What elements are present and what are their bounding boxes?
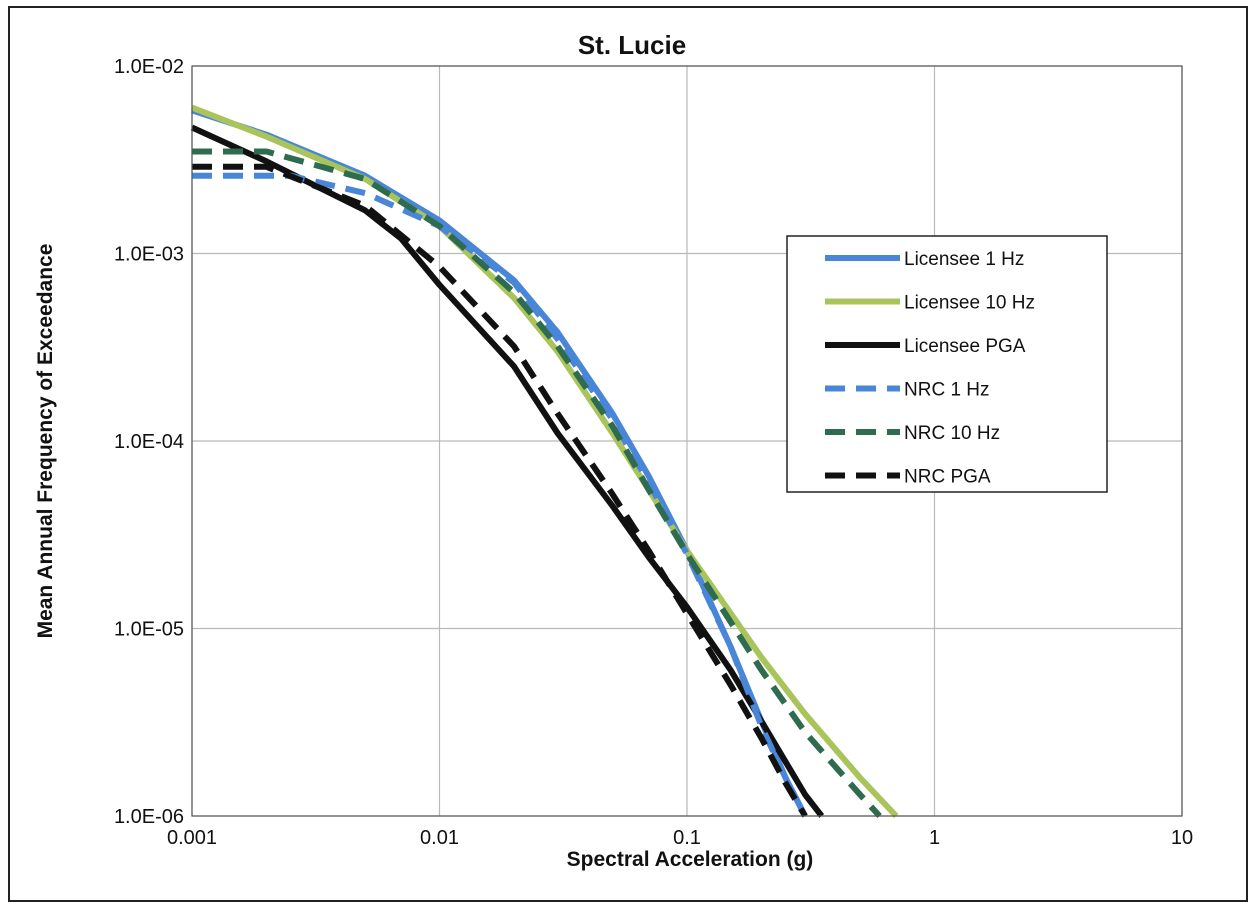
legend-label-3: Licensee PGA: [904, 336, 1026, 357]
legend-label-2: Licensee 10 Hz: [904, 293, 1035, 314]
x-tick-labels: 0.001 0.01 0.1 1 10: [167, 827, 1193, 849]
x-tick-label: 0.001: [167, 827, 217, 849]
legend-label-5: NRC 10 Hz: [904, 423, 1000, 444]
series-line-2: [190, 104, 899, 819]
x-axis-label: Spectral Acceleration (g): [567, 848, 814, 871]
series-layer: [190, 104, 899, 819]
legend: Licensee 1 Hz Licensee 10 Hz Licensee PGA N…: [786, 235, 1108, 493]
series-line-5: [192, 148, 882, 819]
legend-label-4: NRC 1 Hz: [904, 380, 990, 401]
y-tick-label: 1.0E-04: [114, 431, 184, 453]
legend-label-6: NRC PGA: [904, 467, 991, 488]
plot-border: [191, 65, 1183, 817]
x-tick-label: 10: [1171, 827, 1193, 849]
series-line-6: [192, 163, 808, 818]
y-tick-labels: 1.0E-02 1.0E-03 1.0E-04 1.0E-05 1.0E-06: [114, 56, 184, 828]
y-tick-label: 1.0E-06: [114, 806, 184, 828]
chart-title: St. Lucie: [578, 30, 686, 60]
x-tick-label: 1: [929, 827, 940, 849]
y-tick-label: 1.0E-05: [114, 619, 184, 641]
x-tick-label: 0.1: [673, 827, 701, 849]
x-tick-label: 0.01: [420, 827, 459, 849]
y-tick-label: 1.0E-03: [114, 244, 184, 266]
y-tick-label: 1.0E-02: [114, 56, 184, 78]
legend-label-1: Licensee 1 Hz: [904, 249, 1024, 270]
y-axis-label: Mean Annual Frequency of Exceedance: [34, 244, 57, 639]
legend-box: [786, 235, 1108, 493]
